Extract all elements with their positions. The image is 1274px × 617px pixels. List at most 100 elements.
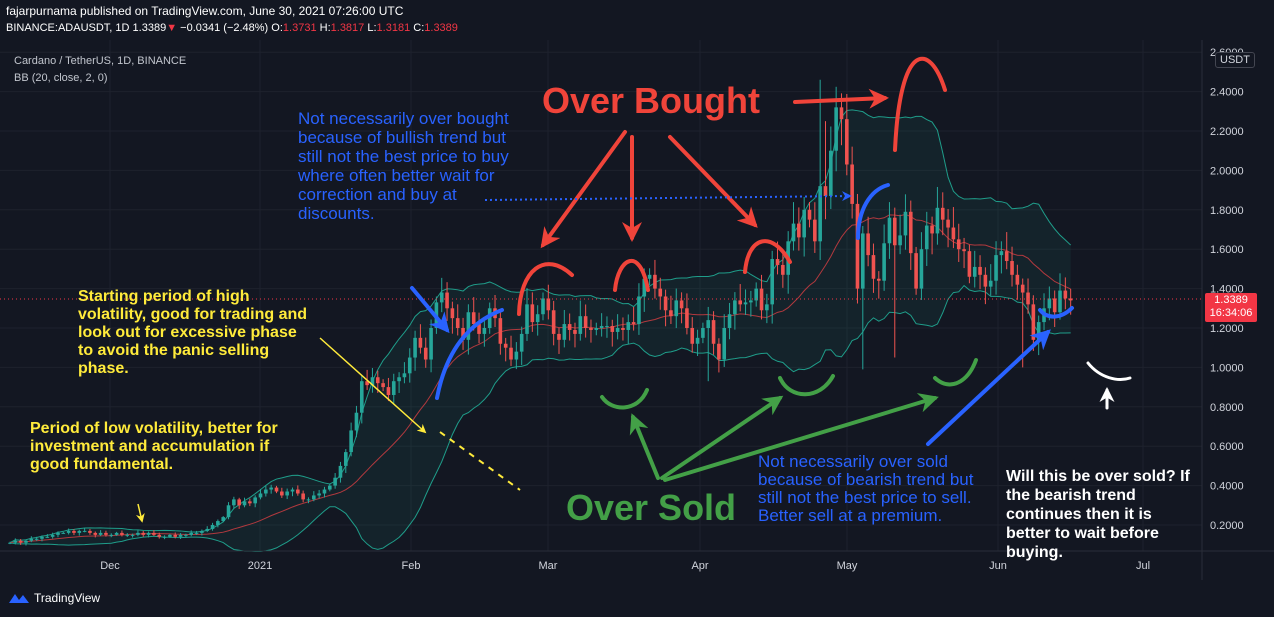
- candle-body: [908, 211, 913, 254]
- candle-body: [136, 532, 140, 535]
- candle-body: [626, 322, 631, 330]
- candle-body: [173, 534, 178, 537]
- candle-body: [519, 333, 524, 352]
- candle-body: [802, 209, 806, 238]
- candle-body: [871, 255, 876, 279]
- indicator-title[interactable]: BB (20, close, 2, 0): [14, 72, 108, 84]
- candle-body: [269, 487, 273, 490]
- oversold-label: Over Sold: [566, 487, 737, 528]
- candle-body: [114, 532, 119, 535]
- candle-body: [429, 328, 433, 360]
- candle-body: [967, 251, 972, 277]
- candle-body: [162, 536, 167, 538]
- ohlc-line: BINANCE:ADAUSDT, 1D 1.3389▼ −0.0341 (−2.…: [6, 22, 458, 34]
- candle-body: [264, 489, 268, 494]
- candle-body: [471, 312, 476, 325]
- candle-body: [391, 381, 396, 395]
- candle-body: [930, 225, 934, 234]
- candle-body: [770, 259, 774, 305]
- candle-body: [200, 530, 204, 533]
- candle-body: [13, 540, 18, 543]
- candle-body: [146, 532, 151, 535]
- candle-body: [759, 288, 764, 311]
- candle-body: [82, 530, 87, 532]
- price-tick-label: 1.8000: [1210, 205, 1244, 217]
- candle-body: [306, 499, 311, 501]
- candle-body: [24, 540, 28, 543]
- candle-body: [1015, 274, 1020, 285]
- bb-upper-band: [9, 109, 1072, 544]
- candle-body: [1047, 298, 1052, 309]
- price-tick-label: 0.8000: [1210, 402, 1244, 414]
- candle-body: [903, 211, 908, 236]
- candle-body: [829, 150, 833, 197]
- candle-body: [1052, 298, 1057, 313]
- time-tick-label: Apr: [691, 560, 708, 572]
- candle-body: [418, 337, 423, 348]
- series-title[interactable]: Cardano / TetherUS, 1D, BINANCE: [14, 55, 187, 67]
- candle-body: [589, 328, 593, 330]
- candle-body: [962, 249, 966, 252]
- low-value: 1.3181: [376, 22, 411, 34]
- candle-body: [951, 227, 956, 240]
- candle-body: [621, 328, 625, 330]
- candle-body: [839, 107, 844, 120]
- candle-body: [876, 278, 881, 281]
- candle-body: [141, 532, 146, 535]
- tradingview-logo[interactable]: TradingView: [8, 591, 100, 605]
- candle-body: [482, 328, 487, 334]
- blue-arc-left: [435, 308, 504, 400]
- symbol-info: fajarpurnama published on TradingView.co…: [6, 4, 458, 34]
- candle-body: [637, 296, 641, 325]
- candle-body: [152, 532, 156, 535]
- candle-body: [77, 530, 82, 533]
- candle-body: [221, 517, 225, 522]
- candle-body: [861, 233, 865, 289]
- candle-body: [258, 493, 263, 498]
- candle-body: [765, 304, 769, 311]
- candle-body: [557, 333, 561, 340]
- candle-body: [813, 219, 817, 242]
- oversold-arrow-1: [629, 413, 660, 480]
- blue-arrow-bottom: [926, 329, 1051, 446]
- candle-body: [631, 322, 636, 325]
- candle-body: [722, 328, 727, 360]
- candle-body: [525, 304, 529, 334]
- candle-body: [1031, 304, 1036, 340]
- candle-body: [994, 255, 998, 281]
- candle-body: [466, 312, 471, 340]
- yellow-dashed-trend: [439, 431, 521, 491]
- candle-body: [546, 298, 551, 311]
- candle-body: [754, 288, 758, 301]
- candle-body: [743, 302, 748, 305]
- candle-body: [935, 207, 940, 234]
- candle-body: [658, 288, 663, 297]
- currency-badge[interactable]: USDT: [1215, 52, 1255, 68]
- candle-body: [359, 381, 364, 413]
- oversold-arrow-3: [663, 393, 939, 482]
- candle-body: [407, 357, 412, 374]
- candle-body: [56, 532, 60, 535]
- candle-body: [988, 280, 993, 287]
- current-price-tag: 1.3389 16:34:06: [1205, 293, 1257, 322]
- current-price-value: 1.3389: [1214, 294, 1248, 306]
- blue-drawings: [410, 183, 1074, 446]
- candle-body: [834, 107, 838, 151]
- time-tick-label: Feb: [402, 560, 421, 572]
- candle-body: [690, 328, 695, 344]
- candle-body: [328, 485, 332, 490]
- candle-body: [887, 217, 892, 244]
- candle-body: [695, 337, 700, 344]
- white-drawings: [1086, 361, 1132, 410]
- time-axis-labels: Dec 2021 Feb Mar Apr May Jun Jul: [100, 560, 1150, 572]
- candle-body: [130, 534, 135, 536]
- candle-body: [669, 310, 673, 317]
- candle-body: [168, 534, 172, 537]
- overbought-drawings: [517, 56, 947, 316]
- candle-body: [104, 532, 108, 535]
- yellow-note-mid: Starting period of high volatility, good…: [78, 288, 308, 377]
- candle-body: [674, 300, 679, 317]
- time-tick-label: May: [837, 560, 858, 572]
- white-note-right: Will this be over sold? If the bearish t…: [1006, 468, 1190, 561]
